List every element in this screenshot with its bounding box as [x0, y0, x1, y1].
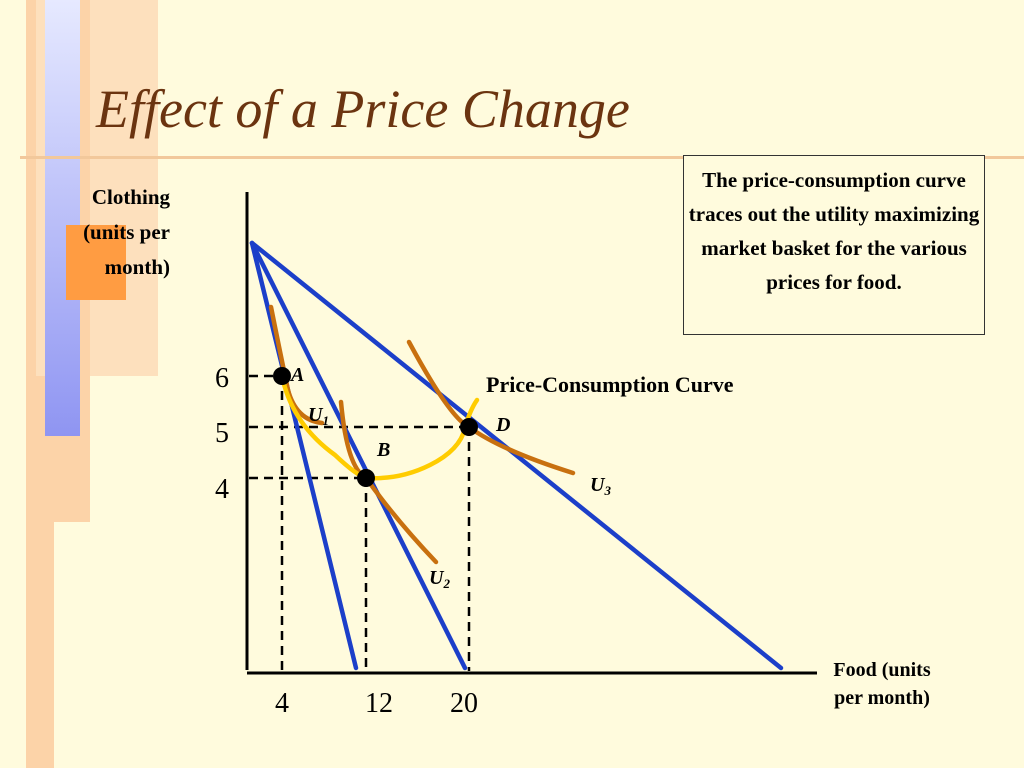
budget-line-1	[249, 240, 359, 671]
point-d-marker	[460, 418, 478, 436]
y-tick-label: 5	[215, 418, 229, 449]
point-a-marker	[273, 367, 291, 385]
y-tick-label: 6	[215, 363, 229, 394]
note-box: The price-consumption curve traces out t…	[683, 155, 985, 335]
u1-label: U1	[308, 404, 329, 428]
pcc-label: Price-Consumption Curve	[486, 372, 734, 397]
u2-label: U2	[429, 567, 450, 591]
title-underline	[20, 156, 1024, 159]
x-tick-label: 12	[365, 688, 393, 719]
y-axis-label-line: Clothing	[91, 185, 170, 209]
decor-square-orange	[66, 225, 126, 300]
indifference-curve-u3	[406, 339, 576, 476]
x-axis-label: Food (units per month)	[812, 656, 952, 712]
y-tick-label: 4	[215, 474, 229, 505]
page-title: Effect of a Price Change	[96, 79, 630, 139]
decor-bar-blue	[45, 0, 80, 436]
u3-label: U3	[590, 474, 611, 498]
x-tick-label: 20	[450, 688, 478, 719]
budget-line-2	[249, 240, 468, 671]
y-axis-label-line: (units per	[83, 220, 170, 244]
point-d-label: D	[495, 414, 510, 436]
y-axis-label: Clothing (units per month)	[40, 180, 170, 285]
point-a-label: A	[289, 364, 304, 386]
y-axis-label-line: month)	[104, 255, 170, 279]
x-axis-label-line: Food (units	[833, 659, 931, 681]
x-tick-label: 4	[275, 688, 289, 719]
point-b-label: B	[376, 439, 390, 461]
budget-line-3	[249, 240, 784, 671]
x-axis-label-line: per month)	[834, 687, 930, 709]
point-b-marker	[357, 469, 375, 487]
